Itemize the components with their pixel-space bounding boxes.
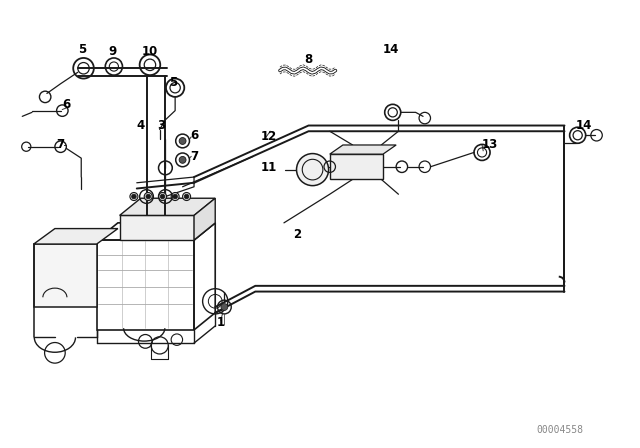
Text: 9: 9: [108, 45, 116, 58]
Circle shape: [296, 154, 328, 185]
Circle shape: [160, 194, 165, 199]
Text: 2: 2: [293, 228, 301, 241]
Polygon shape: [194, 198, 215, 240]
Circle shape: [184, 194, 189, 199]
Text: 14: 14: [575, 119, 591, 132]
Circle shape: [171, 193, 179, 201]
Polygon shape: [34, 228, 118, 244]
Polygon shape: [330, 154, 383, 179]
Circle shape: [179, 156, 186, 164]
Text: 14: 14: [382, 43, 399, 56]
Polygon shape: [330, 145, 396, 154]
Text: 4: 4: [137, 119, 145, 132]
Circle shape: [173, 194, 177, 199]
Text: 8: 8: [305, 52, 313, 65]
Text: 12: 12: [260, 130, 276, 143]
Polygon shape: [120, 215, 194, 240]
Text: 3: 3: [157, 119, 166, 132]
Text: 1: 1: [217, 316, 225, 329]
Circle shape: [179, 138, 186, 144]
Text: 7: 7: [56, 138, 65, 151]
Polygon shape: [120, 198, 215, 215]
Text: 6: 6: [190, 129, 198, 142]
Circle shape: [182, 193, 191, 201]
Circle shape: [221, 304, 228, 310]
Text: 10: 10: [142, 45, 158, 58]
Text: 6: 6: [62, 99, 70, 112]
Text: 00004558: 00004558: [536, 425, 584, 435]
Text: 13: 13: [482, 138, 498, 151]
Text: 7: 7: [190, 150, 198, 163]
Text: 5: 5: [78, 43, 86, 56]
Circle shape: [132, 194, 136, 199]
Circle shape: [159, 193, 166, 201]
Text: 11: 11: [260, 161, 276, 174]
Circle shape: [130, 193, 138, 201]
Polygon shape: [34, 244, 97, 307]
Circle shape: [146, 194, 150, 199]
Text: 5: 5: [169, 76, 177, 89]
Circle shape: [144, 193, 152, 201]
